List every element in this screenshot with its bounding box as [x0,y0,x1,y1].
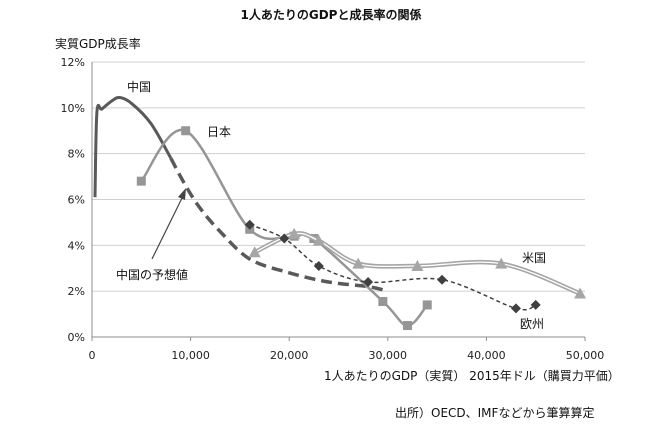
data-point [181,126,191,136]
data-point [136,176,146,186]
x-tick-label: 30,000 [369,349,408,362]
data-point [530,299,541,310]
data-point [510,303,521,314]
y-axis-label: 実質GDP成長率 [55,36,141,51]
data-point [352,257,365,269]
data-point [363,277,374,287]
series-line [169,157,389,293]
y-tick-label: 10% [61,102,85,115]
series-line [140,128,429,327]
data-point [312,234,325,246]
x-tick-label: 50,000 [566,349,605,362]
series-line [93,95,173,198]
y-tick-labels: 0% 2% 4% 6% 8% 10% 12% [61,56,85,344]
x-tick-label: 0 [89,349,96,362]
series-layer [93,95,587,331]
series-japan [136,126,432,331]
annotation-europe: 欧州 [520,317,544,331]
data-point [574,287,587,299]
x-tick-labels: 0 10,000 20,000 30,000 40,000 50,000 [89,337,605,362]
y-tick-label: 12% [61,56,85,69]
data-point [403,321,413,331]
chart-title: 1人あたりのGDPと成長率の関係 [241,7,422,22]
forecast-arrow [151,193,185,260]
series-usa [248,227,587,299]
annotation-china-forecast: 中国の予想値 [116,267,188,282]
data-point [248,246,261,258]
data-point [411,259,424,271]
data-point [422,300,432,310]
annotation-usa: 米国 [522,251,546,265]
y-tick-label: 4% [68,239,85,252]
data-point [279,233,290,244]
x-axis-label: 1人あたりのGDP（実質） 2015年ドル（購買力平価） [324,368,620,383]
data-point [313,260,324,271]
data-point [378,296,388,306]
forecast-arrowhead [178,188,186,200]
series-china [93,95,173,198]
y-tick-label: 8% [68,148,85,161]
annotation-china: 中国 [127,79,151,94]
grid-lines [92,61,585,292]
y-tick-label: 6% [68,194,85,207]
y-tick-label: 2% [68,285,85,298]
x-tick-label: 40,000 [467,349,506,362]
data-point [437,274,448,285]
x-tick-label: 10,000 [171,349,210,362]
y-tick-label: 0% [68,331,85,344]
series-europe [244,219,541,314]
data-point [288,227,301,239]
data-point [244,219,255,230]
data-point [495,257,508,269]
series-china-forecast [169,157,389,293]
x-tick-label: 20,000 [270,349,309,362]
source-note: 出所）OECD、IMFなどから筆算算定 [395,405,594,420]
annotation-japan: 日本 [207,125,231,139]
